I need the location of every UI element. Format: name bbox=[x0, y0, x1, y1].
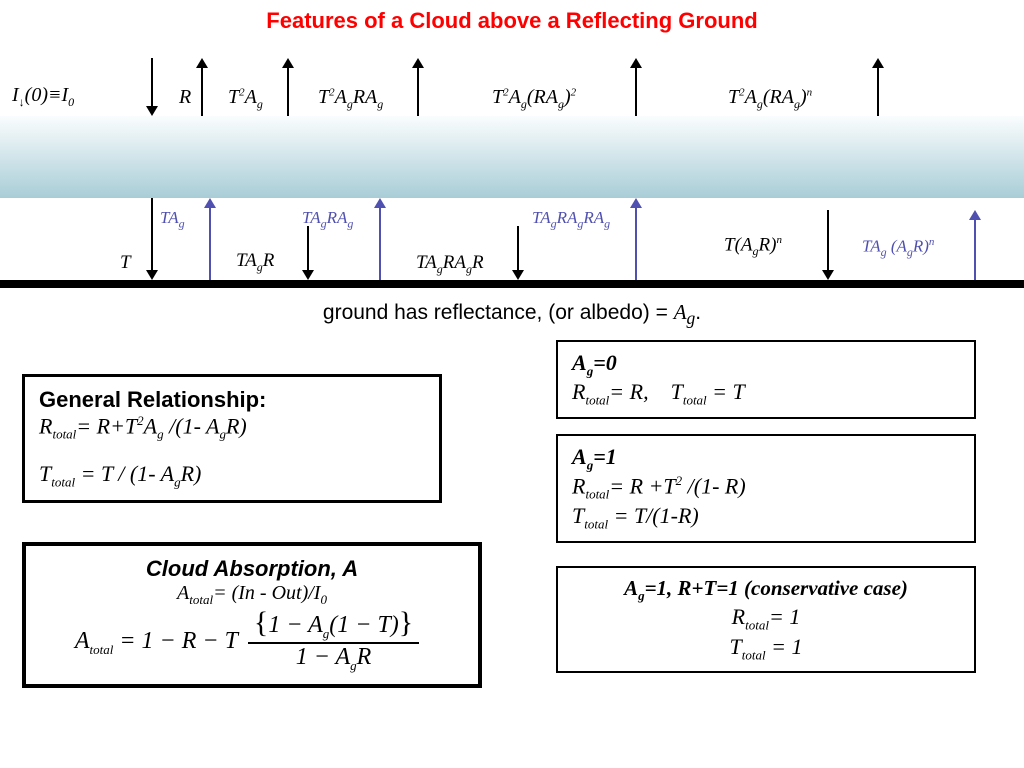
page-title: Features of a Cloud above a Reflecting G… bbox=[0, 8, 1024, 34]
arrow-up bbox=[412, 58, 424, 116]
top-label: T2Ag bbox=[228, 86, 263, 112]
cons-line2: Ttotal = 1 bbox=[572, 634, 960, 663]
arrow-down bbox=[146, 198, 158, 280]
mid-label-purple: TAgRAgRAg bbox=[532, 208, 610, 231]
top-label: R bbox=[179, 86, 191, 109]
cons-header: Ag=1, R+T=1 (conservative case) bbox=[572, 576, 960, 604]
general-eq1: Rtotal= R+T2Ag /(1- AgR) bbox=[39, 413, 425, 443]
cons-line1: Rtotal= 1 bbox=[572, 604, 960, 633]
arrow-up bbox=[630, 58, 642, 116]
arrow-up bbox=[282, 58, 294, 116]
arrow-up bbox=[630, 198, 642, 280]
ground-bar bbox=[0, 280, 1024, 288]
general-eq2: Ttotal = T / (1- AgR) bbox=[39, 461, 425, 490]
ag1-line1: Rtotal= R +T2 /(1- R) bbox=[572, 473, 960, 503]
top-label: I↓(0)≡I0 bbox=[12, 84, 74, 110]
ground-text-plain: ground has reflectance, (or albedo) = bbox=[323, 301, 674, 324]
mid-label-black: TAgR bbox=[236, 250, 274, 275]
ground-reflectance-text: ground has reflectance, (or albedo) = Ag… bbox=[0, 300, 1024, 329]
arrow-up bbox=[204, 198, 216, 280]
arrow-down bbox=[302, 226, 314, 280]
arrow-up bbox=[374, 198, 386, 280]
general-relationship-box: General Relationship: Rtotal= R+T2Ag /(1… bbox=[22, 374, 442, 503]
ground-text-end: . bbox=[695, 301, 701, 324]
ag1-header: Ag=1 bbox=[572, 444, 960, 473]
ag0-header: Ag=0 bbox=[572, 350, 960, 379]
ag0-line: Rtotal= R, Ttotal = T bbox=[572, 379, 960, 408]
ag-zero-box: Ag=0 Rtotal= R, Ttotal = T bbox=[556, 340, 976, 419]
mid-label-purple: TAgRAg bbox=[302, 208, 353, 231]
arrow-up bbox=[872, 58, 884, 116]
absorption-formula: Atotal = 1 − R − T {1 − Ag(1 − T)} 1 − A… bbox=[40, 612, 464, 674]
ag-one-box: Ag=1 Rtotal= R +T2 /(1- R) Ttotal = T/(1… bbox=[556, 434, 976, 543]
arrow-down bbox=[822, 210, 834, 280]
mid-label-purple: TAg bbox=[160, 208, 185, 231]
cloud-band bbox=[0, 116, 1024, 198]
mid-label-black: T bbox=[120, 252, 131, 274]
arrow-down bbox=[512, 226, 524, 280]
mid-label-purple: TAg (AgR)n bbox=[862, 236, 934, 260]
top-label: T2Ag(RAg)n bbox=[728, 86, 812, 112]
ag1-line2: Ttotal = T/(1-R) bbox=[572, 503, 960, 532]
absorption-header: Cloud Absorption, A bbox=[40, 556, 464, 582]
arrow-up bbox=[969, 210, 981, 280]
mid-label-black: TAgRAgR bbox=[416, 252, 484, 277]
mid-label-black: T(AgR)n bbox=[724, 234, 782, 259]
title-text: Features of a Cloud above a Reflecting G… bbox=[266, 8, 757, 33]
arrow-up bbox=[196, 58, 208, 116]
absorption-line1: Atotal= (In - Out)/I0 bbox=[40, 582, 464, 608]
top-label: T2Ag(RAg)2 bbox=[492, 86, 576, 112]
arrow-down bbox=[146, 58, 158, 116]
general-header: General Relationship: bbox=[39, 387, 425, 413]
top-label: T2AgRAg bbox=[318, 86, 383, 112]
conservative-box: Ag=1, R+T=1 (conservative case) Rtotal= … bbox=[556, 566, 976, 673]
ground-text-var: Ag bbox=[674, 300, 696, 324]
cloud-absorption-box: Cloud Absorption, A Atotal= (In - Out)/I… bbox=[22, 542, 482, 688]
absorption-left: Atotal = 1 − R − T bbox=[75, 628, 238, 658]
